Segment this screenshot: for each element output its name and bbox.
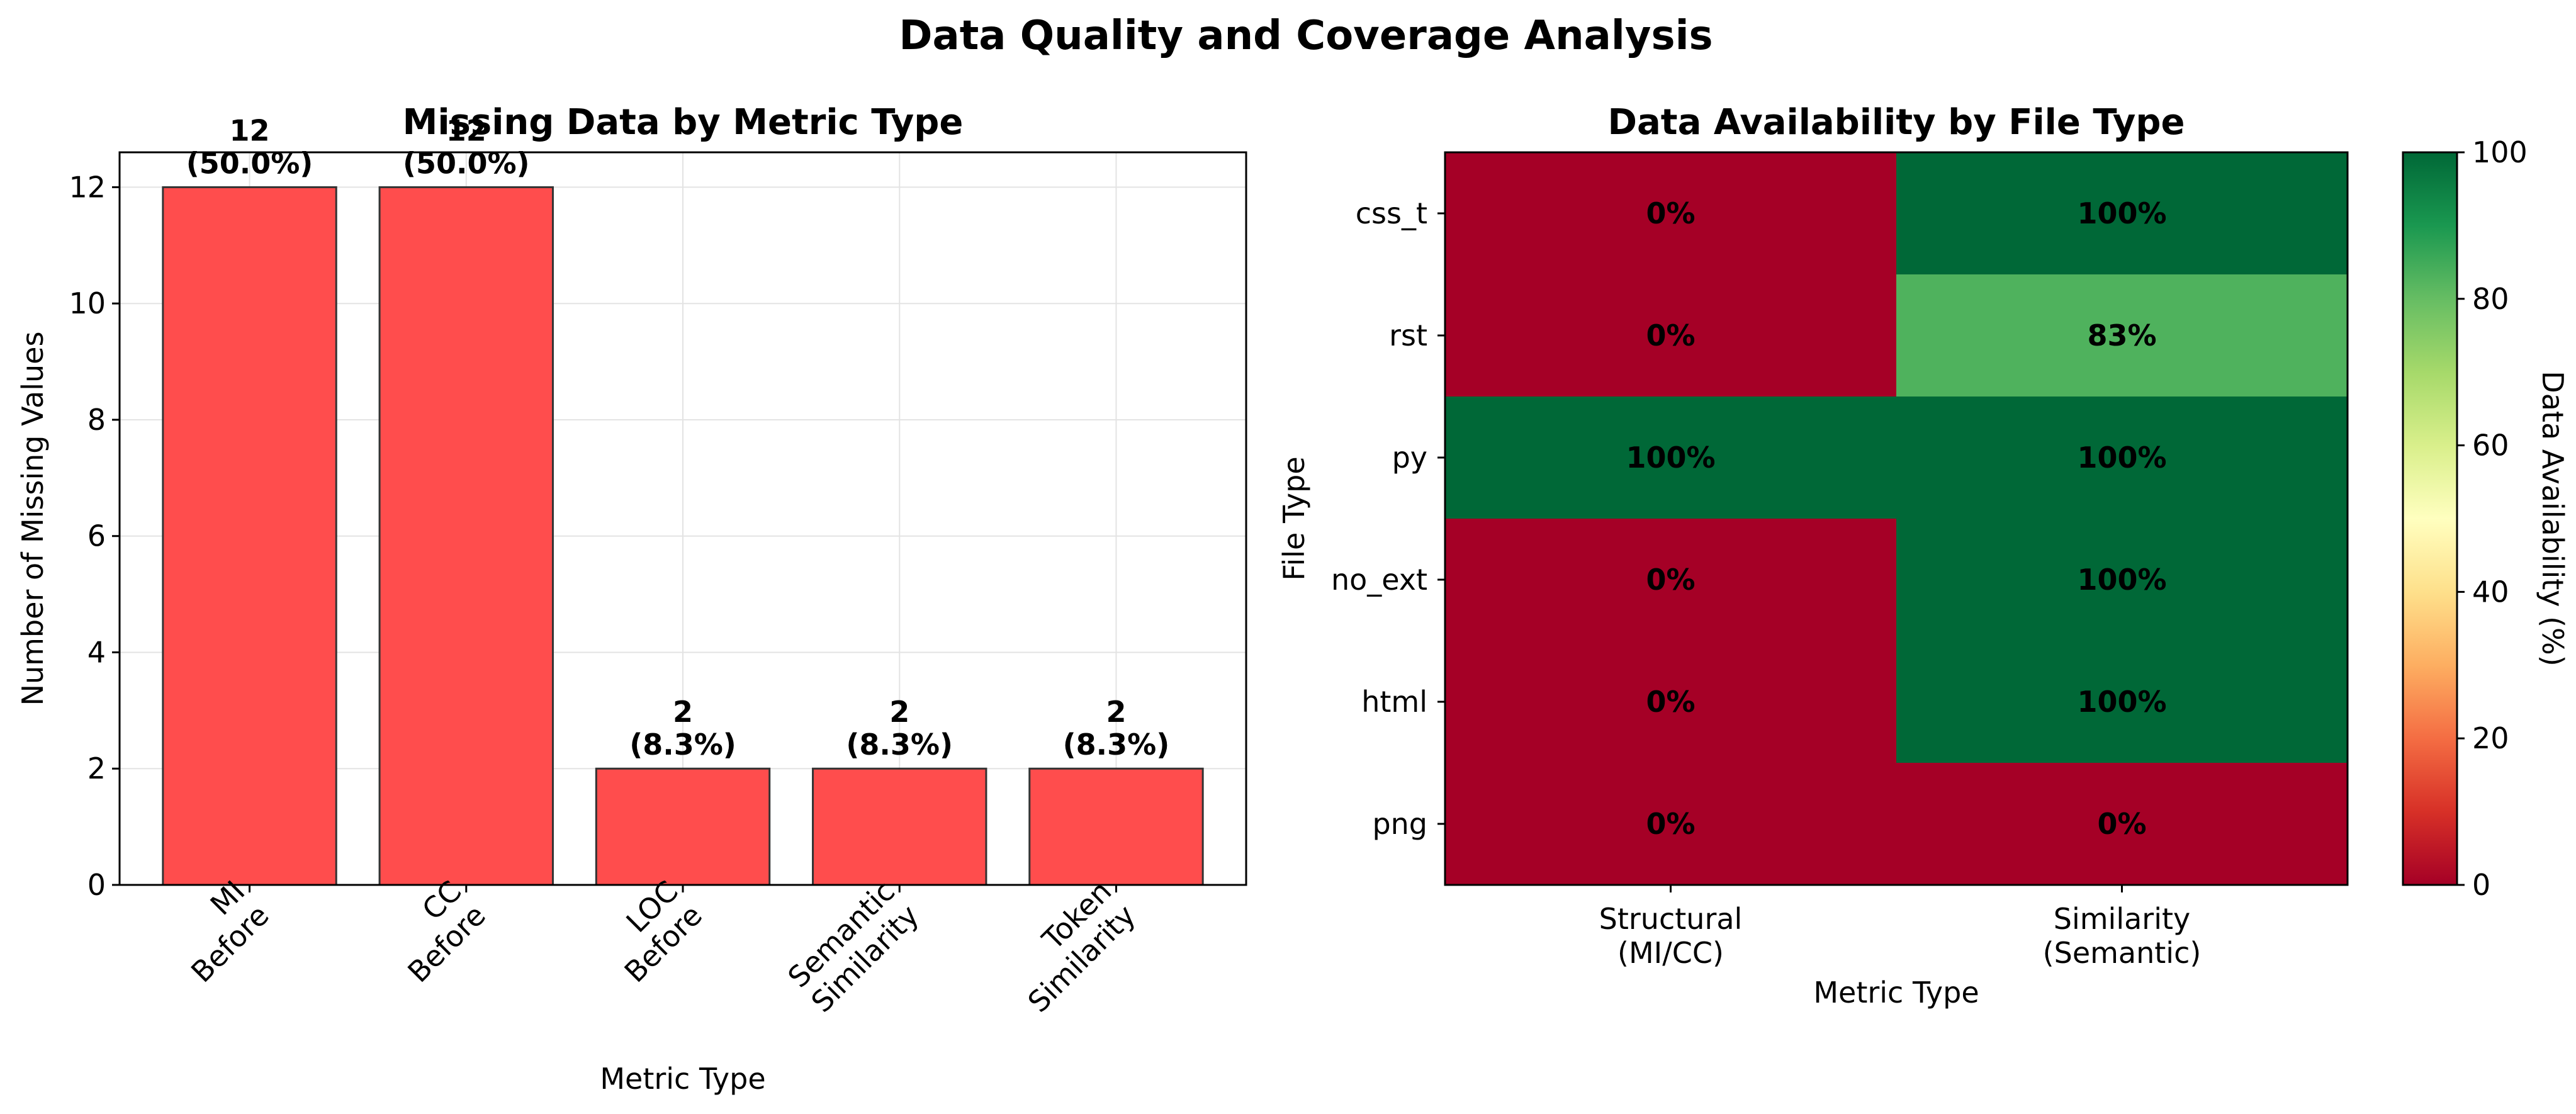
bar-value-label: 12	[446, 113, 487, 147]
bar-chart-y-axis-label: Number of Missing Values	[16, 332, 50, 706]
heatmap-x-ticks: Structural(MI/CC) Similarity(Semantic)	[1599, 885, 2202, 970]
heatmap-cell-label: 0%	[1646, 563, 1695, 597]
colorbar-tick-label: 0	[2472, 868, 2490, 902]
bar-chart-title: Missing Data by Metric Type	[403, 102, 964, 143]
bar-chart-y-tick-label: 2	[87, 751, 106, 785]
heatmap-x-tick-label: (MI/CC)	[1617, 936, 1724, 970]
bar-chart-y-tick-label: 8	[87, 403, 106, 437]
heatmap-cell-label: 100%	[2077, 441, 2166, 475]
heatmap-cell-label: 83%	[2087, 318, 2156, 352]
heatmap-cell-label: 0%	[2097, 807, 2146, 841]
colorbar-ticks: 0 20 40 60 80 100	[2457, 135, 2528, 902]
bar-value-label: 2	[673, 695, 693, 729]
bar-chart-y-tick-label: 0	[87, 868, 106, 902]
bar-chart-y-tick-label: 10	[69, 286, 106, 320]
bar	[812, 767, 987, 886]
bar-value-label: 2	[889, 695, 909, 729]
bar-chart-bars	[162, 186, 1204, 886]
heatmap-cell-label: 100%	[2077, 685, 2166, 719]
heatmap-cell-label: 100%	[1626, 441, 1715, 475]
heatmap-cell-label: 0%	[1646, 196, 1695, 230]
heatmap-cell-label: 0%	[1646, 318, 1695, 352]
heatmap-cell	[1445, 152, 1897, 275]
heatmap-cell	[1896, 274, 2348, 397]
availability-heatmap: 0% 100% 0% 83% 100% 100% 0% 100% 0% 100% 0% 0% css_…	[1277, 102, 2349, 1010]
bar-chart-y-ticks: 0 2 4 6 8 10 12	[69, 170, 120, 902]
heatmap-cell	[1896, 641, 2348, 763]
heatmap-x-tick-label: Structural	[1599, 902, 1743, 936]
colorbar-gradient	[2402, 151, 2458, 886]
heatmap-y-tick-label: png	[1372, 807, 1427, 841]
colorbar-tick-label: 20	[2472, 721, 2509, 755]
heatmap-cell	[1445, 274, 1897, 397]
heatmap-cell	[1896, 763, 2348, 886]
heatmap-cell	[1445, 397, 1897, 519]
figure-title: Data Quality and Coverage Analysis	[899, 13, 1713, 59]
colorbar-tick-label: 60	[2472, 429, 2509, 463]
heatmap-y-tick-label: css_t	[1356, 196, 1427, 230]
bar-value-label: (8.3%)	[629, 728, 736, 762]
heatmap-y-tick-label: rst	[1389, 318, 1427, 352]
heatmap-cell	[1896, 519, 2348, 641]
heatmap-y-tick-label: py	[1392, 441, 1427, 475]
colorbar-tick-label: 80	[2472, 282, 2509, 316]
heatmap-cell	[1896, 152, 2348, 275]
colorbar-tick-label: 40	[2472, 575, 2509, 609]
bar-chart-y-tick-label: 12	[69, 170, 106, 204]
heatmap-title: Data Availability by File Type	[1608, 102, 2185, 143]
heatmap-y-tick-label: no_ext	[1331, 563, 1427, 597]
heatmap-y-axis-label: File Type	[1277, 456, 1311, 580]
bar-value-label: (8.3%)	[846, 728, 953, 762]
bar-chart-x-axis-label: Metric Type	[600, 1062, 765, 1096]
colorbar-tick-label: 100	[2472, 135, 2528, 169]
heatmap-cell-label: 100%	[2077, 563, 2166, 597]
heatmap-cells	[1445, 152, 2348, 886]
heatmap-cell	[1445, 763, 1897, 886]
heatmap-cell	[1445, 519, 1897, 641]
bar-value-label: (8.3%)	[1063, 728, 1170, 762]
bar	[162, 186, 337, 886]
bar	[1028, 767, 1204, 886]
bar-chart-y-tick-label: 4	[87, 635, 106, 669]
bar	[595, 767, 771, 886]
bar-chart-y-tick-label: 6	[87, 519, 106, 553]
heatmap-x-tick-label: Similarity	[2054, 902, 2191, 936]
heatmap-x-axis-label: Metric Type	[1813, 976, 1979, 1010]
heatmap-cell	[1445, 641, 1897, 763]
heatmap-cell	[1896, 397, 2348, 519]
bar-value-label: (50.0%)	[403, 146, 530, 180]
heatmap-colorbar: 0 20 40 60 80 100 Data Availability (%)	[2402, 135, 2570, 902]
heatmap-y-tick-label: html	[1361, 685, 1427, 719]
heatmap-frame	[1444, 151, 2349, 886]
heatmap-x-tick-label: (Semantic)	[2043, 936, 2202, 970]
bar-value-label: 2	[1106, 695, 1126, 729]
colorbar-label: Data Availability (%)	[2536, 371, 2570, 666]
heatmap-cell-label: 0%	[1646, 685, 1695, 719]
bar-value-label: (50.0%)	[186, 146, 313, 180]
heatmap-cell-label: 100%	[2077, 196, 2166, 230]
bar-chart-bar-labels: 12(50.0%)12(50.0%)2(8.3%)2(8.3%)2(8.3%)	[186, 113, 1170, 762]
heatmap-cell-label: 0%	[1646, 807, 1695, 841]
bar	[378, 186, 554, 886]
bar-value-label: 12	[230, 113, 270, 147]
heatmap-cell-labels: 0% 100% 0% 83% 100% 100% 0% 100% 0% 100% 0% 0%	[1626, 196, 2166, 841]
